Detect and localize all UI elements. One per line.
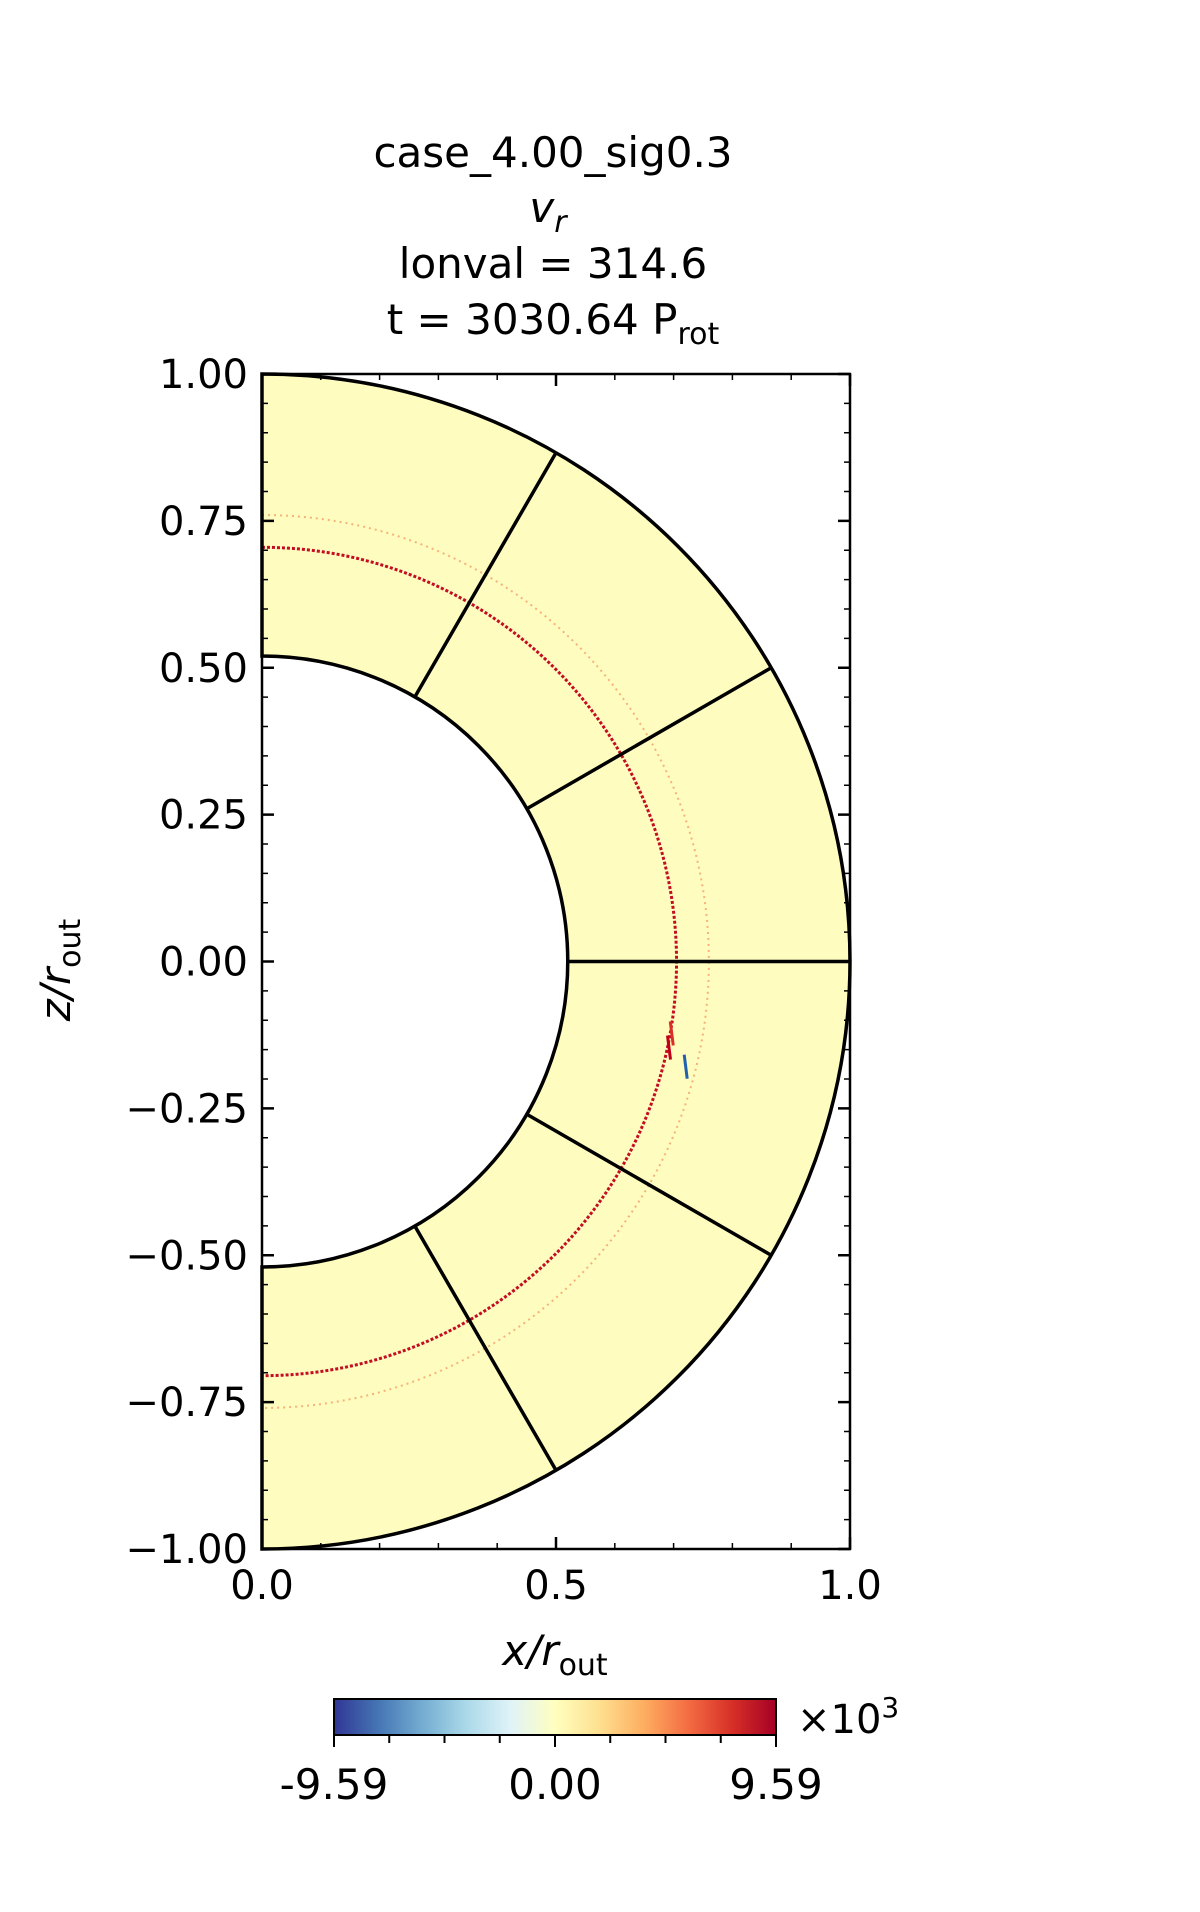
- x-tick-label: 1.0: [818, 1563, 882, 1609]
- colorbar-tick-label: -9.59: [280, 1760, 389, 1809]
- disturbance-mark: [682, 1054, 689, 1079]
- shell-field: [262, 374, 850, 1549]
- y-axis-label: z/rout: [31, 918, 88, 1022]
- y-tick-label: 0.75: [159, 499, 248, 545]
- y-tick-label: −0.50: [125, 1233, 248, 1279]
- y-tick-label: 1.00: [159, 352, 248, 398]
- disturbance-mark: [665, 1035, 672, 1060]
- colorbar-gradient: [333, 1698, 777, 1736]
- panel-boundary: [413, 1225, 558, 1472]
- panel-boundary: [525, 1112, 773, 1257]
- panel-boundary: [525, 666, 773, 811]
- y-tick-label: −0.25: [125, 1086, 248, 1132]
- y-tick-label: −1.00: [125, 1527, 248, 1573]
- colorbar-tick-label: 0.00: [508, 1760, 602, 1809]
- axes: 1.00 0.75 0.50 0.25 0.00 −0.25 −0.50 −0.75 −1.00…: [125, 352, 881, 1609]
- title-lonval: lonval = 314.6: [399, 239, 707, 288]
- colorbar-multiplier: ×103: [797, 1691, 899, 1743]
- colorbar-tick-label: 9.59: [729, 1760, 823, 1809]
- x-axis-label: x/rout: [500, 1626, 608, 1683]
- title-case: case_4.00_sig0.3: [373, 128, 732, 177]
- shell-outline: [260, 372, 852, 1551]
- y-tick-label: −0.75: [125, 1380, 248, 1426]
- title-variable: vr: [529, 183, 568, 240]
- title-time: t = 3030.64 Prot: [387, 295, 720, 352]
- y-tick-label: 0.50: [159, 646, 248, 692]
- colorbar: -9.59 0.00 9.59 ×103: [280, 1691, 900, 1809]
- panel-boundary: [413, 451, 558, 698]
- plot-area: [260, 372, 852, 1551]
- y-tick-label: 0.25: [159, 793, 248, 839]
- disturbance-mark: [668, 1021, 675, 1046]
- x-tick-label: 0.5: [524, 1563, 588, 1609]
- ring-feature-1: [261, 514, 710, 1409]
- x-tick-label: 0.0: [230, 1563, 294, 1609]
- chart-title: case_4.00_sig0.3 vr lonval = 314.6 t = 3…: [373, 128, 732, 352]
- y-tick-label: 0.00: [159, 940, 248, 986]
